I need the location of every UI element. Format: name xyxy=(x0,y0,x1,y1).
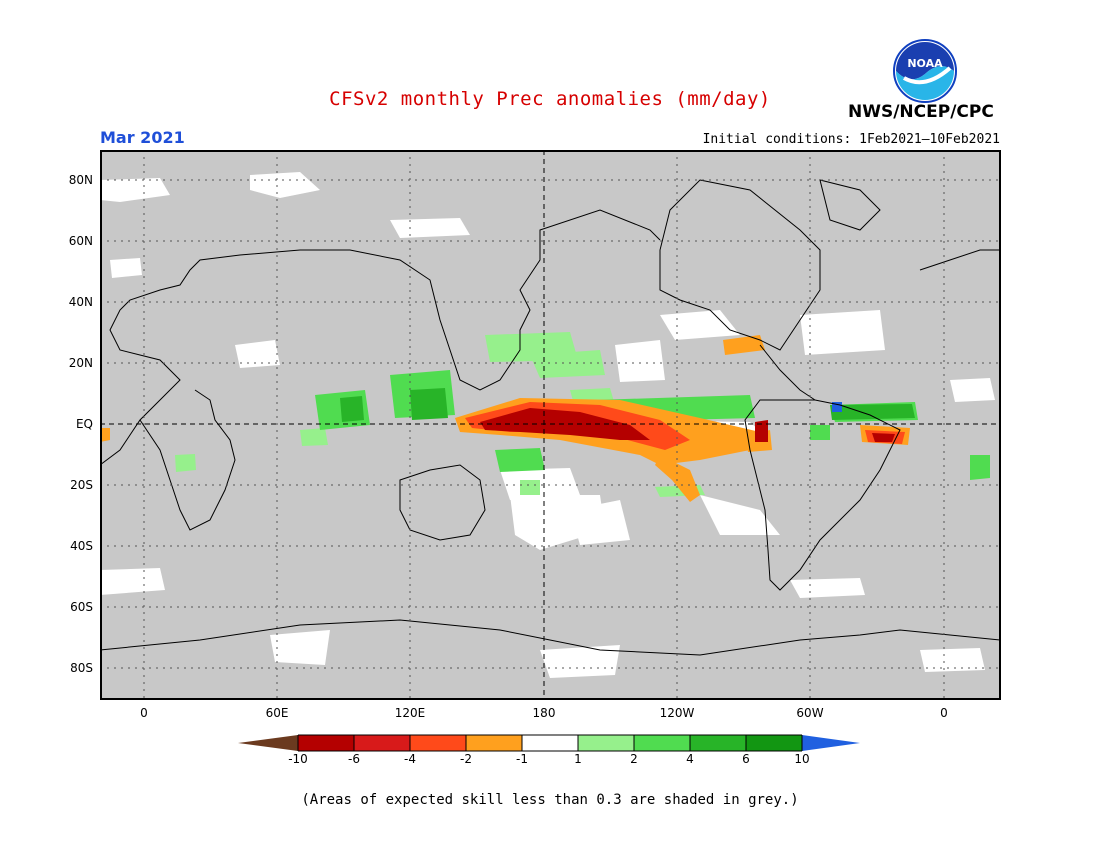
negative-4-10-areas xyxy=(480,408,895,442)
colorbar-segment xyxy=(690,735,746,751)
lon-label: 60E xyxy=(265,706,289,720)
colorbar-label: -6 xyxy=(348,752,360,766)
coastlines xyxy=(100,179,1001,656)
agency-label: NWS/NCEP/CPC xyxy=(848,102,994,122)
lon-label: 120E xyxy=(394,706,426,720)
initial-conditions: Initial conditions: 1Feb2021–10Feb2021 xyxy=(702,132,1000,147)
lon-label: 60W xyxy=(796,706,824,720)
colorbar-label: 2 xyxy=(630,752,638,766)
colorbar-label: -2 xyxy=(460,752,472,766)
positive-4-6-areas xyxy=(340,388,915,422)
colorbar-segment xyxy=(466,735,522,751)
colorbar-label: -4 xyxy=(404,752,416,766)
lon-label: 0 xyxy=(940,706,948,720)
footnote: (Areas of expected skill less than 0.3 a… xyxy=(301,792,799,808)
colorbar-label: -10 xyxy=(288,752,308,766)
lat-label: 80N xyxy=(68,173,93,187)
lat-label: 60N xyxy=(68,234,93,248)
lat-label: 40N xyxy=(68,295,93,309)
noaa-logo-text: NOAA xyxy=(907,57,943,70)
equator-dateline xyxy=(100,150,1001,700)
colorbar xyxy=(238,734,860,752)
colorbar-label: 1 xyxy=(574,752,582,766)
colorbar-label: -1 xyxy=(516,752,528,766)
lat-label: 60S xyxy=(70,600,93,614)
lon-label: 180 xyxy=(532,706,556,720)
colorbar-segment xyxy=(522,735,578,751)
lat-label: 20N xyxy=(68,356,93,370)
lat-label: 80S xyxy=(70,661,93,675)
lon-label: 120W xyxy=(659,706,695,720)
graticule xyxy=(100,150,1001,700)
precip-anomaly-map xyxy=(100,150,1001,700)
colorbar-segment xyxy=(410,735,466,751)
colorbar-segment xyxy=(802,735,860,751)
colorbar-label: 10 xyxy=(794,752,810,766)
colorbar-segment xyxy=(634,735,690,751)
lat-label: EQ xyxy=(75,417,93,431)
colorbar-segment xyxy=(578,735,634,751)
colorbar-segment xyxy=(354,735,410,751)
colorbar-segment xyxy=(238,735,298,751)
lon-label: 0 xyxy=(140,706,148,720)
colorbar-segment xyxy=(746,735,802,751)
lat-label: 40S xyxy=(70,539,93,553)
noaa-logo: NOAA xyxy=(893,39,957,103)
valid-month: Mar 2021 xyxy=(100,128,185,147)
lat-label: 20S xyxy=(70,478,93,492)
map-frame xyxy=(100,150,1001,700)
chart-title: CFSv2 monthly Prec anomalies (mm/day) xyxy=(329,88,771,110)
colorbar-segment xyxy=(298,735,354,751)
colorbar-label: 6 xyxy=(742,752,750,766)
colorbar-label: 4 xyxy=(686,752,694,766)
